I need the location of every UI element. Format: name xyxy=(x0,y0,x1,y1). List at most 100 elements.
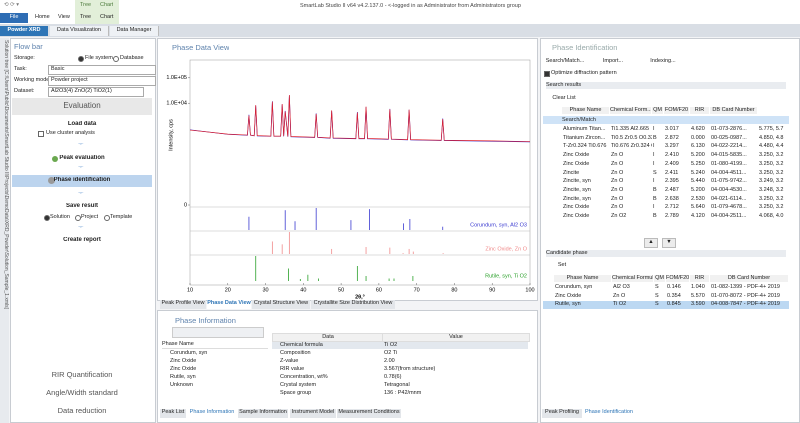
ribbon-tab[interactable]: View xyxy=(58,14,70,20)
checkbox-label: Use cluster analysis xyxy=(46,130,95,136)
flow-step[interactable]: Save result xyxy=(65,203,99,209)
file-button[interactable]: File xyxy=(0,13,28,23)
table-cell: Zn O xyxy=(611,186,624,193)
y-tick-label: 0 xyxy=(184,202,187,208)
panel-title: Phase Data View xyxy=(172,43,230,52)
toolbar-button[interactable]: Indexing... xyxy=(650,58,676,64)
radio-button[interactable] xyxy=(75,215,81,221)
chevron: ︾ xyxy=(78,166,84,172)
phase-label: Corundum, syn, Al2 O3 xyxy=(470,222,527,228)
ribbon-tab[interactable]: Tree xyxy=(80,14,92,20)
radio-label: Project xyxy=(81,214,99,220)
radio-button[interactable] xyxy=(113,56,119,62)
radio-button[interactable] xyxy=(104,215,110,221)
phase-info-toolbar[interactable] xyxy=(172,327,264,338)
table-header: Chemical Formula xyxy=(612,275,653,282)
flow-step[interactable]: Phase identification xyxy=(53,177,111,183)
panel-tab[interactable]: Sample Information xyxy=(238,409,288,418)
phase-list-item[interactable]: Zinc Oxide xyxy=(170,358,197,364)
table-cell[interactable]: Corundum, syn xyxy=(555,284,593,290)
table-cell: 3.250, 3.2 xyxy=(759,169,784,176)
ribbon-tab[interactable]: Home xyxy=(35,14,50,20)
checkbox[interactable] xyxy=(544,71,550,77)
view-tab[interactable]: Phase Data View xyxy=(207,300,251,309)
phase-data-view-panel xyxy=(157,38,538,301)
document-tab[interactable]: Data Visualization xyxy=(50,26,109,36)
phase-list-item[interactable]: Corundum, syn xyxy=(170,350,208,356)
table-cell: B xyxy=(653,186,657,193)
table-cell[interactable]: Zincite, syn xyxy=(563,186,591,193)
table-cell[interactable]: Zinc Oxide xyxy=(563,160,590,167)
panel-tab[interactable]: Instrument Model xyxy=(290,409,336,418)
table-cell: 01-080-4199... xyxy=(711,160,747,167)
table-cell: 04-004-2511... xyxy=(711,213,747,219)
context-group-label: Chart xyxy=(100,2,114,8)
y-axis-label: Intensity, cps xyxy=(168,119,174,151)
table-cell: 5.570 xyxy=(691,292,705,299)
toolbar-button[interactable]: Import... xyxy=(602,58,624,64)
phase-label: Rutile, syn, Ti O2 xyxy=(485,273,527,279)
table-cell: B xyxy=(653,213,657,219)
table-cell[interactable]: Zinc Oxide xyxy=(555,292,582,299)
table-header: RIR xyxy=(690,275,709,282)
phase-list-item[interactable]: Rutile, syn xyxy=(170,374,196,380)
panel-tab[interactable]: Peak Profiling xyxy=(542,409,582,418)
view-tab[interactable]: Crystal Structure View xyxy=(252,300,310,309)
flow-button[interactable]: RIR Quantification xyxy=(51,370,113,379)
flow-button[interactable]: Data reduction xyxy=(57,406,107,415)
clear-button[interactable]: Clear List xyxy=(552,95,576,101)
table-cell: Z-value xyxy=(280,358,299,364)
group-row[interactable]: Search/Match xyxy=(562,117,596,123)
dropdown[interactable]: Al2O3(4) ZnO(2) TiO2(1) xyxy=(48,87,144,97)
ribbon-tab[interactable]: Chart xyxy=(100,14,114,20)
panel-tab[interactable]: Phase Information xyxy=(188,409,236,418)
table-cell: 6.130 xyxy=(691,143,705,150)
view-tab[interactable]: Peak Profile View xyxy=(160,300,206,309)
table-cell[interactable]: Aluminum Titan... xyxy=(563,126,606,132)
table-cell: 3.250, 3.2 xyxy=(759,204,784,211)
table-cell: Zn O xyxy=(613,292,626,299)
radio-button[interactable] xyxy=(44,215,50,221)
move-down-button[interactable]: ▼ xyxy=(662,238,676,248)
table-cell[interactable]: Rutile, syn xyxy=(555,301,581,307)
dropdown[interactable]: Basic xyxy=(48,65,156,75)
title-bar xyxy=(0,0,800,24)
view-tab[interactable]: Crystallite Size Distribution View xyxy=(311,300,395,309)
checkbox[interactable] xyxy=(38,131,44,137)
x-tick-label: 50 xyxy=(338,287,344,293)
set-button[interactable]: Set xyxy=(557,262,567,268)
x-tick-label: 90 xyxy=(489,287,495,293)
flow-button[interactable]: Angle/Width standard xyxy=(46,388,118,397)
panel-tab[interactable]: Peak List xyxy=(160,409,186,418)
document-tab[interactable]: Powder XRD xyxy=(0,26,48,36)
table-cell[interactable]: T-Zr0.324 Ti0.676 xyxy=(563,143,607,150)
phase-list-item[interactable]: Zinc Oxide xyxy=(170,366,197,372)
table-cell: 3.250, 3.2 xyxy=(759,195,784,202)
flow-step[interactable]: Peak evaluation xyxy=(59,155,105,161)
table-cell: Ti0.676 Zr0.324 O2 xyxy=(611,143,652,150)
toolbar-button[interactable]: Search/Match... xyxy=(545,58,585,64)
table-cell[interactable]: Zinc Oxide xyxy=(563,204,590,211)
section-button[interactable]: Evaluation xyxy=(12,98,152,115)
table-cell: Chemical formula xyxy=(280,342,323,348)
radio-button[interactable] xyxy=(78,56,84,62)
panel-tab[interactable]: Measurement Conditions xyxy=(337,409,401,418)
document-tab[interactable]: Data Manager xyxy=(110,26,159,36)
flow-step[interactable]: Create report xyxy=(63,237,101,243)
table-cell: 3.567(from structure) xyxy=(384,366,436,372)
flow-step[interactable]: Load data xyxy=(67,121,97,127)
panel-tab[interactable]: Phase Identification xyxy=(583,409,635,418)
table-cell[interactable]: Zincite xyxy=(563,169,580,176)
x-tick-label: 100 xyxy=(525,287,534,293)
table-cell[interactable]: Zinc Oxide xyxy=(563,213,590,219)
table-cell[interactable]: Titanium Zircon... xyxy=(563,134,606,141)
table-cell[interactable]: Zincite, syn xyxy=(563,178,591,185)
move-up-button[interactable]: ▲ xyxy=(644,238,658,248)
radio-label: Template xyxy=(110,214,133,220)
chevron: ︾ xyxy=(78,226,84,232)
table-cell[interactable]: Zinc Oxide xyxy=(563,152,590,159)
table-cell: I xyxy=(653,152,655,159)
phase-list-item[interactable]: Unknown xyxy=(170,382,193,388)
dropdown[interactable]: Powder project xyxy=(48,76,156,86)
table-cell[interactable]: Zincite, syn xyxy=(563,195,591,202)
